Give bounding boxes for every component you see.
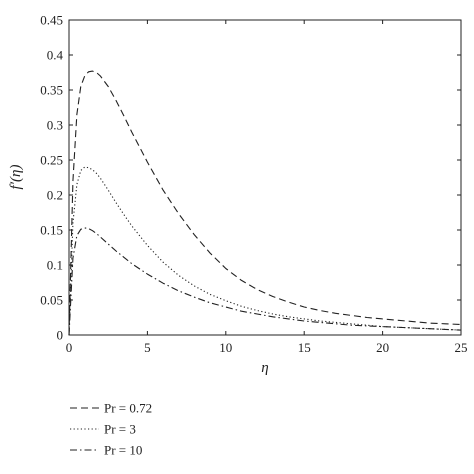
axis-tick-labels: 0 5 10 15 20 25 0 0.05 0.1 0.15 0.2 0.25 0.3 0.35 0.4 0…	[40, 13, 467, 356]
series-line-2	[68, 166, 462, 336]
y-tick-label: 0	[57, 328, 64, 343]
x-tick-label: 10	[219, 340, 232, 355]
x-tick-label: 5	[144, 340, 151, 355]
y-tick-label: 0.4	[47, 48, 64, 63]
x-tick-label: 25	[455, 340, 468, 355]
y-tick-label: 0.05	[40, 293, 63, 308]
y-tick-label: 0.35	[40, 83, 63, 98]
y-tick-label: 0.25	[40, 153, 63, 168]
y-tick-label: 0.45	[40, 13, 63, 28]
plot-frame	[68, 19, 462, 336]
legend-label-2: Pr = 3	[104, 422, 136, 437]
y-axis-label: f′(η)	[8, 165, 24, 190]
legend-label-1: Pr = 0.72	[104, 401, 152, 416]
x-tick-label: 20	[376, 340, 389, 355]
y-tick-label: 0.3	[47, 118, 63, 133]
x-tick-label: 0	[66, 340, 73, 355]
legend-label-3: Pr = 10	[104, 443, 142, 458]
x-tick-label: 15	[298, 340, 311, 355]
x-axis-label: η	[261, 360, 268, 376]
legend: Pr = 0.72 Pr = 3 Pr = 10	[70, 401, 152, 458]
y-tick-label: 0.2	[47, 188, 63, 203]
y-tick-label: 0.1	[47, 258, 63, 273]
series-line-3	[68, 227, 462, 336]
axis-ticks	[68, 19, 462, 336]
series-line-1	[68, 70, 462, 336]
y-tick-label: 0.15	[40, 223, 63, 238]
series-lines	[68, 70, 462, 336]
